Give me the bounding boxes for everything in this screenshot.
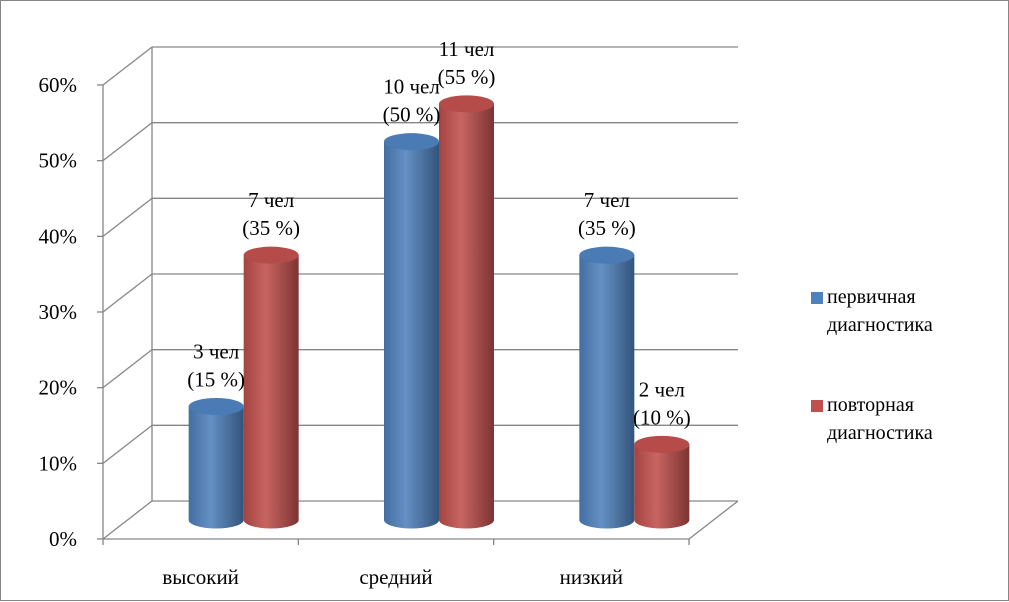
side-wall-gridline xyxy=(102,122,153,162)
y-tick-label: 50% xyxy=(39,149,78,173)
floor-right-edge xyxy=(688,500,739,540)
bar xyxy=(188,398,244,529)
labels-layer: 3 чел (15 %) 7 чел (35 %) 10 чел (50 %)11 чел… xyxy=(187,37,690,430)
bar-cylinder-top xyxy=(579,246,635,264)
data-label: 7 чел (35 %) xyxy=(578,188,636,240)
side-wall-gridline xyxy=(102,273,153,313)
bar-cylinder-top xyxy=(243,246,299,264)
y-tick-label: 60% xyxy=(39,73,78,97)
data-label: 10 чел (50 %) xyxy=(383,75,441,127)
y-tick-label: 20% xyxy=(39,376,78,400)
data-label: 7 чел (35 %) xyxy=(242,188,300,240)
side-wall-gridline xyxy=(102,500,153,540)
legend: первичная диагностика повторная диагностика xyxy=(811,286,933,444)
bar-cylinder-body xyxy=(439,103,494,529)
side-wall-gridline xyxy=(102,349,153,389)
data-label: 11 чел (55 %) xyxy=(438,37,496,89)
bar xyxy=(579,246,635,529)
bar xyxy=(634,435,690,529)
bar-cylinder-top xyxy=(188,398,244,415)
bar-cylinder-body xyxy=(243,255,299,529)
y-tick-label: 0% xyxy=(49,527,77,551)
bar xyxy=(243,246,299,529)
x-category-label: высокий xyxy=(162,565,239,589)
legend-label: повторная диагностика xyxy=(827,394,933,444)
bars-layer xyxy=(188,95,690,529)
side-wall-gridline xyxy=(102,197,153,237)
bar xyxy=(439,95,494,529)
x-category-label: средний xyxy=(359,565,432,589)
bar-cylinder-body xyxy=(188,406,244,529)
bar-cylinder-body xyxy=(384,141,439,529)
x-category-label: низкий xyxy=(560,565,623,589)
bar-cylinder-top xyxy=(439,95,494,113)
side-wall-gridline xyxy=(102,46,153,86)
legend-swatch xyxy=(811,292,823,304)
data-label: 2 чел (10 %) xyxy=(633,377,691,429)
side-wall-gridline xyxy=(102,424,153,464)
bar xyxy=(384,133,439,529)
legend-label: первичная диагностика xyxy=(827,286,933,336)
y-tick-label: 40% xyxy=(39,224,78,248)
bar-cylinder-top xyxy=(384,133,439,151)
legend-swatch xyxy=(811,400,823,412)
y-tick-label: 10% xyxy=(39,451,78,475)
bar-cylinder-body xyxy=(579,255,635,529)
bar-cylinder-body xyxy=(634,444,690,529)
bar-cylinder-top xyxy=(634,435,690,453)
data-label: 3 чел (15 %) xyxy=(187,340,245,392)
y-tick-label: 30% xyxy=(39,300,78,324)
